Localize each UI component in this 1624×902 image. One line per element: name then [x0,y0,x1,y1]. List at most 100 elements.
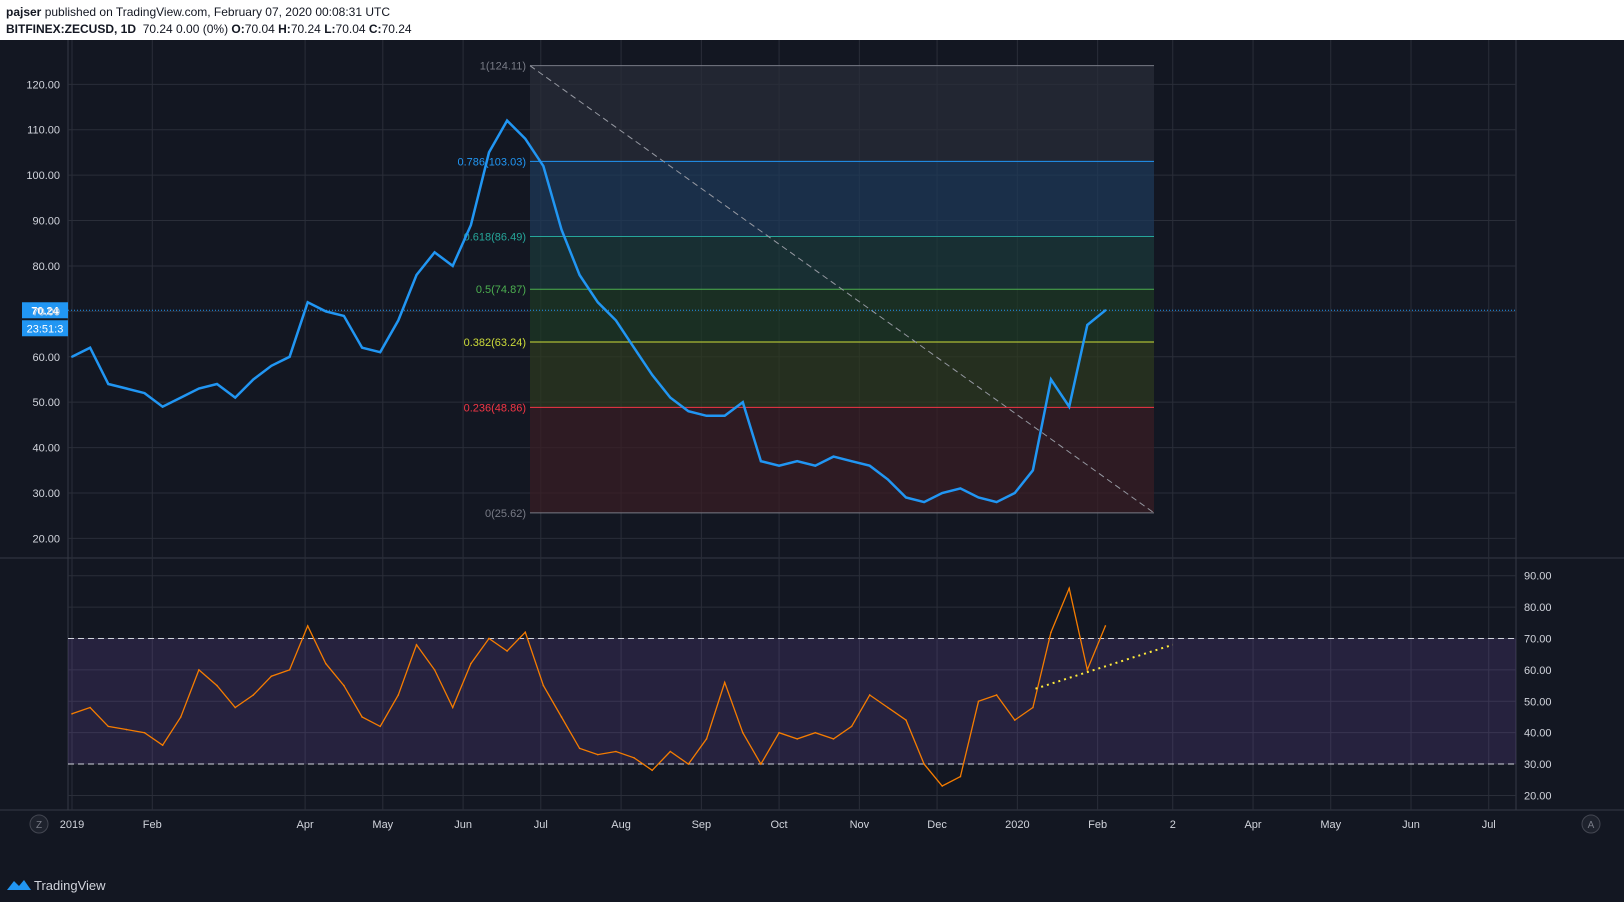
ohlc-l: 70.04 [335,22,366,36]
rsi-point [868,694,871,696]
rsi-point [633,756,635,759]
rsi-point [361,716,363,718]
rsi-point [107,725,110,728]
price-line[interactable] [71,118,1107,504]
rsi-point [89,706,91,709]
rsi-point [941,785,944,787]
price-point [415,274,418,277]
chart-controls: Z A [29,814,1601,834]
price-point [941,491,944,494]
rsi-point [778,731,780,734]
x-tick-label: May [372,819,393,831]
price-point [977,496,980,499]
rsi-point [596,753,599,756]
price-badge[interactable] [22,302,68,319]
price-point [125,387,128,390]
price-point [1013,491,1016,494]
publish-info: pajser published on TradingView.com, Feb… [6,5,390,19]
rsi-point [288,669,291,671]
price-point [71,355,73,358]
fib-retracement[interactable]: 1(124.11) 0.786(103.03) 0.618(86.49) 0.5(74… [458,61,1155,520]
price-point [234,396,237,399]
rsi-point [397,694,400,696]
price-change: 70.24 0.00 (0%) [142,22,229,36]
fib-trend-line[interactable] [529,65,1155,514]
fib-level-label: 0.382(63.24) [464,337,526,349]
rsi-trendline[interactable] [1035,643,1174,690]
auto-scale-right-button[interactable] [1581,814,1601,834]
rsi-point [959,775,962,778]
price-point [741,401,744,404]
rsi-tick-label: 90.00 [1524,571,1552,583]
publish-header: pajser published on TradingView.com, Feb… [0,0,1624,40]
fib-zone [530,342,1154,408]
price-point [614,319,617,322]
rsi-point [850,725,853,728]
price-point [886,478,889,481]
price-point [1050,378,1053,381]
price-point [397,319,400,322]
price-tick-label: 100.00 [26,170,60,182]
rsi-line[interactable] [71,586,1107,787]
ohlc-c-label: C: [368,22,382,36]
rsi-point [615,750,617,753]
fib-zone [530,289,1154,343]
price-point [161,405,164,408]
price-point [1068,405,1071,408]
x-tick-label: Jul [534,819,548,831]
price-point [216,383,219,385]
price-point [904,496,907,499]
price-tick-label: 90.00 [32,216,60,228]
tradingview-logo-icon[interactable] [6,876,32,894]
rsi-tick-label: 60.00 [1524,665,1552,677]
price-point [578,274,581,277]
price-point [796,460,799,463]
rsi-point [560,716,563,718]
ohlc-l-label: L: [324,22,336,36]
chart-area[interactable]: 1(124.11) 0.786(103.03) 0.618(86.49) 0.5(74… [0,40,1624,872]
price-point [506,119,509,122]
price-point [759,460,762,463]
x-tick-label: 2019 [60,819,84,831]
rsi-point [1013,719,1016,721]
ohlc-h-label: H: [278,22,291,36]
price-point [778,464,781,467]
auto-scale-left-button[interactable] [29,814,49,834]
rsi-pane[interactable] [68,586,1516,787]
price-badge-text: 70.24 [31,305,59,317]
price-point [270,364,273,367]
price-point [687,410,690,413]
price-tick-label: 70.00 [32,306,60,318]
rsi-point [198,669,200,671]
symbol-info: BITFINEX:ZECUSD, 1D 70.24 0.00 (0%) O:70… [6,22,412,36]
fib-level-label: 0(25.62) [485,508,526,520]
footer: TradingView [0,872,1624,902]
right-button-label: A [1588,820,1595,831]
left-button-label: Z [36,820,42,831]
price-point [596,301,599,304]
rsi-point [179,716,182,718]
rsi-point [542,684,545,687]
rsi-point [742,731,744,734]
price-pane[interactable]: 70.24 23:51:3 [22,118,1516,504]
x-tick-label: Feb [143,819,162,831]
price-point [959,487,962,490]
price-point [705,414,708,417]
rsi-tick-label: 70.00 [1524,633,1552,645]
price-tick-label: 40.00 [32,443,60,455]
rsi-point [1104,625,1107,627]
fib-level-label: 0.618(86.49) [464,231,526,243]
rsi-tick-label: 40.00 [1524,728,1552,740]
price-point [1031,469,1034,472]
rsi-tick-label: 20.00 [1524,790,1552,802]
x-tick-label: Jul [1482,819,1496,831]
price-point [560,228,563,231]
username[interactable]: pajser [6,5,42,19]
rsi-point [325,662,327,665]
price-point [107,383,110,385]
brand-label[interactable]: TradingView [34,878,106,893]
price-point [542,165,545,168]
price-tick-label: 30.00 [32,488,60,500]
price-point [252,378,255,381]
rsi-point [306,625,309,627]
